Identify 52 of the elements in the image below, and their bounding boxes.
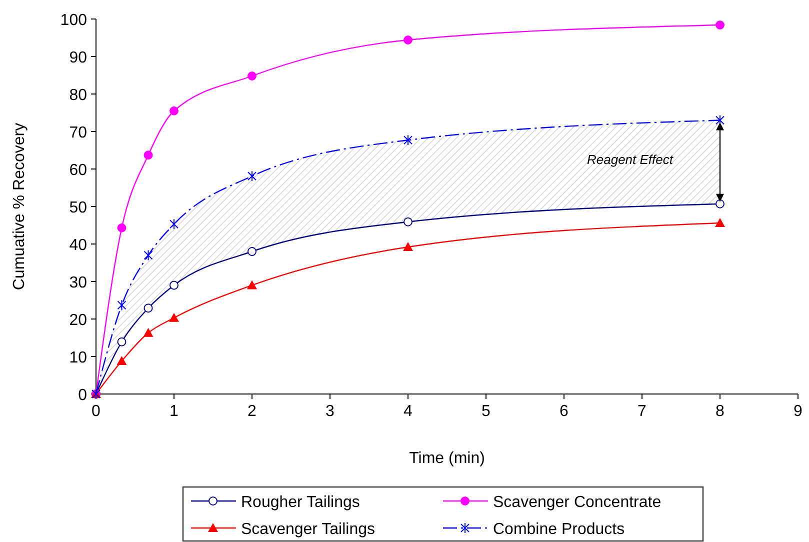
point [144,304,153,313]
x-tick-label: 1 [170,403,179,420]
y-tick-label: 80 [69,87,88,104]
point [716,114,724,126]
point [170,106,178,116]
x-axis-title: Time (min) [409,450,485,467]
point [144,250,153,261]
y-tick-label: 0 [78,387,88,404]
y-tick-label: 60 [69,162,88,179]
x-tick-label: 4 [404,403,413,420]
point [404,36,412,44]
y-tick-label: 30 [69,274,88,292]
x-tick-label: 6 [560,403,569,420]
legend-label: Scavenger Concentrate [493,494,662,511]
point [170,280,178,290]
y-tick-label: 10 [69,350,88,366]
y-tick-label: 90 [69,50,88,66]
x-tick-label: 7 [638,403,647,420]
x-tick-label: 8 [716,403,725,420]
legend-label: Scavenger Tailings [241,521,376,538]
point [117,300,126,311]
point [403,242,413,251]
x-tick-label: 9 [794,403,803,420]
point [169,312,179,322]
point [144,150,153,160]
point [404,134,412,146]
point [143,328,154,337]
point [716,199,724,208]
y-tick-label: 50 [69,200,88,216]
y-tick-label: 100 [60,12,88,29]
legend-label: Combine Products [493,521,625,538]
point [404,217,412,226]
y-tick-label: 40 [69,237,88,254]
y-tick-label: 20 [69,312,88,329]
point [117,337,126,346]
point [170,218,178,230]
legend-label: Rougher Tailings [241,494,360,511]
x-tick-label: 2 [248,403,257,420]
point [248,247,256,256]
point [247,280,257,290]
x-tick-label: 5 [482,403,491,420]
point [117,223,126,232]
point [248,72,256,80]
point [716,20,724,30]
point [715,218,725,227]
annotation: Reagent Effect [587,152,674,167]
x-tick-label: 0 [92,403,101,420]
point [116,356,127,365]
y-tick-label: 70 [69,124,88,142]
point [248,170,256,182]
y-axis-title: Cumuative % Recovery [11,122,28,290]
x-tick-label: 3 [326,403,335,420]
